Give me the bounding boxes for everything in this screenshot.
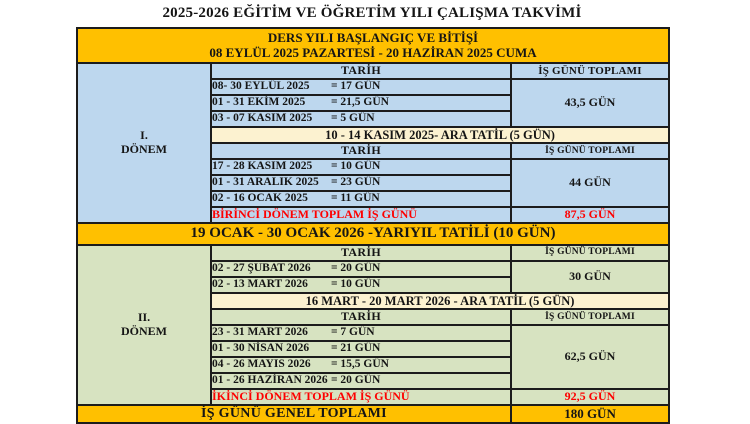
grand-total-row: İŞ GÜNÜ GENEL TOPLAMI 180 GÜN: [76, 403, 671, 424]
page-title: 2025-2026 EĞİTİM VE ÖĞRETİM YILI ÇALIŞMA…: [162, 5, 582, 21]
period-1-total-value: 87,5 GÜN: [509, 205, 671, 224]
date-range-cell: 02 - 27 ŞUBAT 2026 = 20 GÜN: [210, 259, 512, 278]
date-range: 03 - 07 KASIM 2025: [212, 112, 313, 125]
group-total: 62,5 GÜN: [509, 323, 671, 390]
table-row: 01 - 26 HAZİRAN 2026 = 20 GÜN: [77, 371, 669, 390]
period-1-total-label: BİRİNCİ DÖNEM TOPLAM İŞ GÜNÜ: [210, 205, 512, 224]
period-total-row: BİRİNCİ DÖNEM TOPLAM İŞ GÜNÜ 87,5 GÜN: [77, 205, 671, 224]
day-count: = 23 GÜN: [331, 176, 381, 189]
period-2-label: II. DÖNEM: [76, 243, 212, 406]
day-count: = 10 GÜN: [331, 278, 381, 291]
date-range: 17 - 28 KASIM 2025: [212, 160, 313, 173]
table-row: 02 - 13 MART 2026 = 10 GÜN: [77, 275, 669, 294]
date-range: 04 - 26 MAYIS 2026: [212, 358, 311, 371]
table-row: 01 - 31 ARALIK 2025 = 23 GÜN: [77, 173, 669, 192]
date-range: 02 - 27 ŞUBAT 2026: [212, 262, 311, 275]
year-header-line1: DERS YILI BAŞLANGIÇ VE BİTİŞİ: [267, 29, 479, 45]
semester-break-row: 19 OCAK - 30 OCAK 2026 -YARIYIL TATİLİ (…: [75, 221, 671, 246]
table-row: 01 - 31 EKİM 2025 = 21,5 GÜN: [77, 93, 669, 112]
school-year-header: DERS YILI BAŞLANGIÇ VE BİTİŞİ 08 EYLÜL 2…: [75, 27, 671, 64]
date-range-cell: 17 - 28 KASIM 2025 = 10 GÜN: [210, 157, 512, 176]
date-column-header: TARİH: [210, 243, 512, 262]
midterm-break-1: 10 - 14 KASIM 2025- ARA TATİL (5 GÜN): [209, 125, 671, 145]
calendar-table: DERS YILI BAŞLANGIÇ VE BİTİŞİ 08 EYLÜL 2…: [75, 27, 671, 424]
date-range: 01 - 26 HAZİRAN 2026: [212, 374, 328, 387]
day-count: = 10 GÜN: [331, 160, 381, 173]
grand-total-label: İŞ GÜNÜ GENEL TOPLAMI: [76, 403, 512, 424]
day-count: = 7 GÜN: [331, 326, 375, 339]
table-row: 02 - 27 ŞUBAT 2026 = 20 GÜN 30 GÜN: [77, 259, 671, 294]
day-count: = 21,5 GÜN: [331, 96, 389, 109]
day-count: = 5 GÜN: [331, 112, 375, 125]
date-range-cell: 02 - 13 MART 2026 = 10 GÜN: [210, 275, 512, 294]
midterm-break-row: 10 - 14 KASIM 2025- ARA TATİL (5 GÜN): [77, 125, 671, 145]
semester-break: 19 OCAK - 30 OCAK 2026 -YARIYIL TATİLİ (…: [75, 221, 671, 246]
date-range: 02 - 13 MART 2026: [212, 278, 308, 291]
table-row: 01 - 30 NİSAN 2026 = 21 GÜN: [77, 339, 669, 358]
total-column-header: İŞ GÜNÜ TOPLAMI: [509, 142, 671, 160]
date-range-cell: 23 - 31 MART 2026 = 7 GÜN: [210, 323, 512, 342]
period-total-row: İKİNCİ DÖNEM TOPLAM İŞ GÜNÜ 92,5 GÜN: [77, 387, 671, 406]
date-range-cell: 01 - 26 HAZİRAN 2026 = 20 GÜN: [210, 371, 512, 390]
midterm-break-row: 16 MART - 20 MART 2026 - ARA TATİL (5 GÜ…: [77, 291, 671, 311]
period-1-label: I. DÖNEM: [76, 62, 212, 224]
total-column-header: İŞ GÜNÜ TOPLAMI: [509, 308, 671, 326]
grand-total-value: 180 GÜN: [509, 403, 671, 424]
midterm-break-2: 16 MART - 20 MART 2026 - ARA TATİL (5 GÜ…: [209, 291, 671, 311]
table-row: I. DÖNEM TARİH İŞ GÜNÜ TOPLAMI: [76, 62, 671, 224]
total-column-header: İŞ GÜNÜ TOPLAMI: [509, 62, 671, 80]
date-column-header: TARİH: [210, 142, 512, 160]
date-range-cell: 01 - 31 ARALIK 2025 = 23 GÜN: [210, 173, 512, 192]
day-count: = 20 GÜN: [331, 374, 381, 387]
day-count: = 17 GÜN: [331, 80, 381, 93]
day-count: = 15,5 GÜN: [331, 358, 389, 371]
table-row: 02 - 16 OCAK 2025 = 11 GÜN: [77, 189, 669, 208]
table-row: 23 - 31 MART 2026 = 7 GÜN 62,5 GÜN: [77, 323, 671, 390]
group-total: 43,5 GÜN: [509, 77, 671, 128]
date-range: 02 - 16 OCAK 2025: [212, 192, 308, 205]
total-column-header: İŞ GÜNÜ TOPLAMI: [509, 243, 671, 262]
day-count: = 21 GÜN: [331, 342, 381, 355]
date-range: 01 - 31 EKİM 2025: [212, 96, 306, 109]
date-range-cell: 02 - 16 OCAK 2025 = 11 GÜN: [210, 189, 512, 208]
period-2-total-value: 92,5 GÜN: [509, 387, 671, 406]
date-range: 01 - 31 ARALIK 2025: [212, 176, 319, 189]
school-year-header-row: DERS YILI BAŞLANGIÇ VE BİTİŞİ 08 EYLÜL 2…: [75, 27, 671, 64]
table-row: 04 - 26 MAYIS 2026 = 15,5 GÜN: [77, 355, 669, 374]
calendar-table-wrap: DERS YILI BAŞLANGIÇ VE BİTİŞİ 08 EYLÜL 2…: [75, 27, 671, 424]
table-row: TARİH İŞ GÜNÜ TOPLAMI: [77, 308, 671, 326]
table-row: TARİH İŞ GÜNÜ TOPLAMI: [77, 142, 671, 160]
date-range: 01 - 30 NİSAN 2026: [212, 342, 310, 355]
date-column-header: TARİH: [210, 62, 512, 80]
date-range-cell: 03 - 07 KASIM 2025 = 5 GÜN: [210, 109, 512, 128]
date-range-cell: 01 - 30 NİSAN 2026 = 21 GÜN: [210, 339, 512, 358]
day-count: = 11 GÜN: [331, 192, 380, 205]
date-range: 23 - 31 MART 2026: [212, 326, 308, 339]
group-total: 44 GÜN: [509, 157, 671, 208]
table-row: 03 - 07 KASIM 2025 = 5 GÜN: [77, 109, 669, 128]
date-range-cell: 04 - 26 MAYIS 2026 = 15,5 GÜN: [210, 355, 512, 374]
period-2-total-label: İKİNCİ DÖNEM TOPLAM İŞ GÜNÜ: [210, 387, 512, 406]
group-total: 30 GÜN: [509, 259, 671, 294]
day-count: = 20 GÜN: [331, 262, 381, 275]
year-header-line2: 08 EYLÜL 2025 PAZARTESİ - 20 HAZİRAN 202…: [209, 44, 537, 60]
date-column-header: TARİH: [210, 308, 512, 326]
table-row: 17 - 28 KASIM 2025 = 10 GÜN 44 GÜN: [77, 157, 671, 208]
date-range-cell: 08- 30 EYLÜL 2025 = 17 GÜN: [210, 77, 512, 96]
table-row: II. DÖNEM TARİH İŞ GÜNÜ TOPLAMI: [76, 243, 671, 406]
table-row: 08- 30 EYLÜL 2025 = 17 GÜN 43,5 GÜN: [77, 77, 671, 128]
date-range-cell: 01 - 31 EKİM 2025 = 21,5 GÜN: [210, 93, 512, 112]
date-range: 08- 30 EYLÜL 2025: [212, 80, 310, 93]
